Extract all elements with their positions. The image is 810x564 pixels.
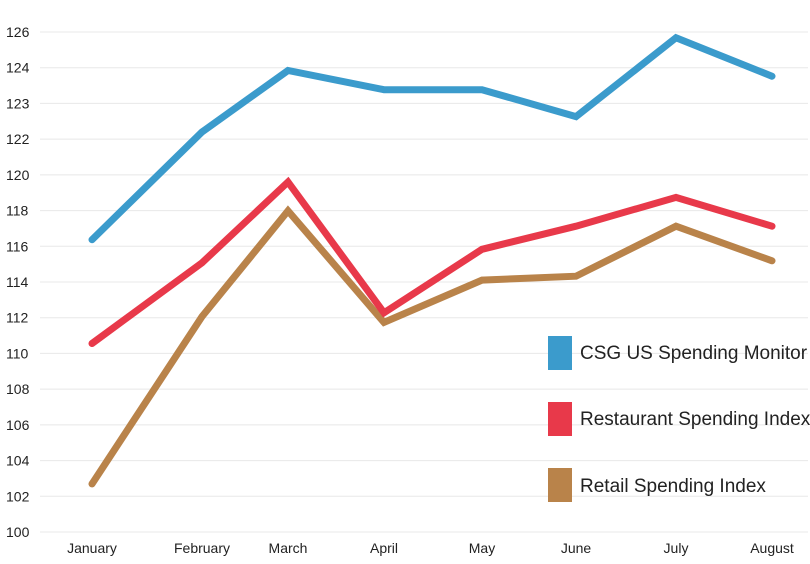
data-point	[198, 128, 206, 136]
y-tick-label: 100	[6, 524, 30, 540]
series-line-0	[88, 33, 776, 244]
data-point	[380, 309, 388, 316]
data-point	[198, 259, 206, 266]
series-lines	[88, 33, 776, 488]
y-tick-label: 123	[6, 95, 30, 111]
x-tick-label: February	[174, 540, 230, 556]
y-tick-label: 112	[6, 310, 29, 326]
x-tick-label: April	[370, 540, 398, 556]
data-point	[284, 178, 292, 186]
series-line-1	[88, 176, 776, 347]
x-tick-label: March	[269, 540, 308, 556]
y-tick-label: 116	[6, 238, 29, 254]
y-tick-label: 124	[6, 60, 30, 76]
legend-item-retail: Retail Spending Index	[548, 468, 766, 502]
data-point	[672, 194, 680, 201]
data-point	[198, 313, 206, 320]
legend-swatch-restaurant	[548, 402, 572, 436]
data-point	[284, 207, 292, 214]
data-point	[478, 246, 486, 253]
data-point	[478, 276, 486, 284]
y-tick-label: 102	[6, 488, 30, 504]
grid-lines	[40, 31, 808, 533]
legend-swatch-retail	[548, 468, 572, 502]
data-point	[380, 319, 388, 326]
data-point	[572, 113, 580, 120]
y-tick-label: 120	[6, 167, 30, 183]
legend-swatch-csg	[548, 336, 572, 370]
legend-item-csg: CSG US Spending Monitor	[548, 336, 808, 370]
y-tick-label: 126	[6, 24, 30, 40]
data-point	[768, 257, 776, 264]
data-point	[88, 340, 96, 347]
data-point	[768, 73, 776, 80]
data-point	[284, 67, 292, 74]
legend-label-restaurant: Restaurant Spending Index	[580, 409, 810, 430]
x-tick-label: July	[664, 540, 689, 556]
data-point	[380, 86, 388, 93]
data-point	[768, 223, 776, 230]
x-tick-label: May	[469, 540, 495, 556]
y-tick-label: 104	[6, 453, 30, 469]
y-tick-label: 108	[6, 381, 30, 397]
y-tick-label: 118	[6, 203, 29, 219]
x-tick-label: January	[67, 540, 117, 556]
y-tick-label: 110	[6, 345, 29, 361]
data-point	[672, 223, 680, 230]
data-point	[672, 34, 680, 41]
y-axis-ticks: 100 102 104 106 108 110 112 114 116 118 120 122 123 1…	[6, 24, 30, 540]
data-point	[572, 273, 580, 280]
legend: CSG US Spending Monitor Restaurant Spend…	[548, 336, 810, 502]
legend-label-retail: Retail Spending Index	[580, 476, 766, 497]
x-axis-ticks: January February March April May June July Augu…	[67, 540, 794, 556]
x-tick-label: August	[750, 540, 794, 556]
series-line-2	[88, 205, 776, 488]
legend-label-csg: CSG US Spending Monitor	[580, 343, 808, 364]
y-tick-label: 106	[6, 417, 30, 433]
y-tick-label: 114	[6, 274, 29, 290]
y-tick-label: 122	[6, 131, 30, 147]
legend-item-restaurant: Restaurant Spending Index	[548, 402, 810, 436]
data-point	[572, 223, 580, 230]
data-point	[88, 480, 96, 488]
data-point	[88, 236, 96, 243]
data-point	[478, 86, 486, 93]
x-tick-label: June	[561, 540, 592, 556]
